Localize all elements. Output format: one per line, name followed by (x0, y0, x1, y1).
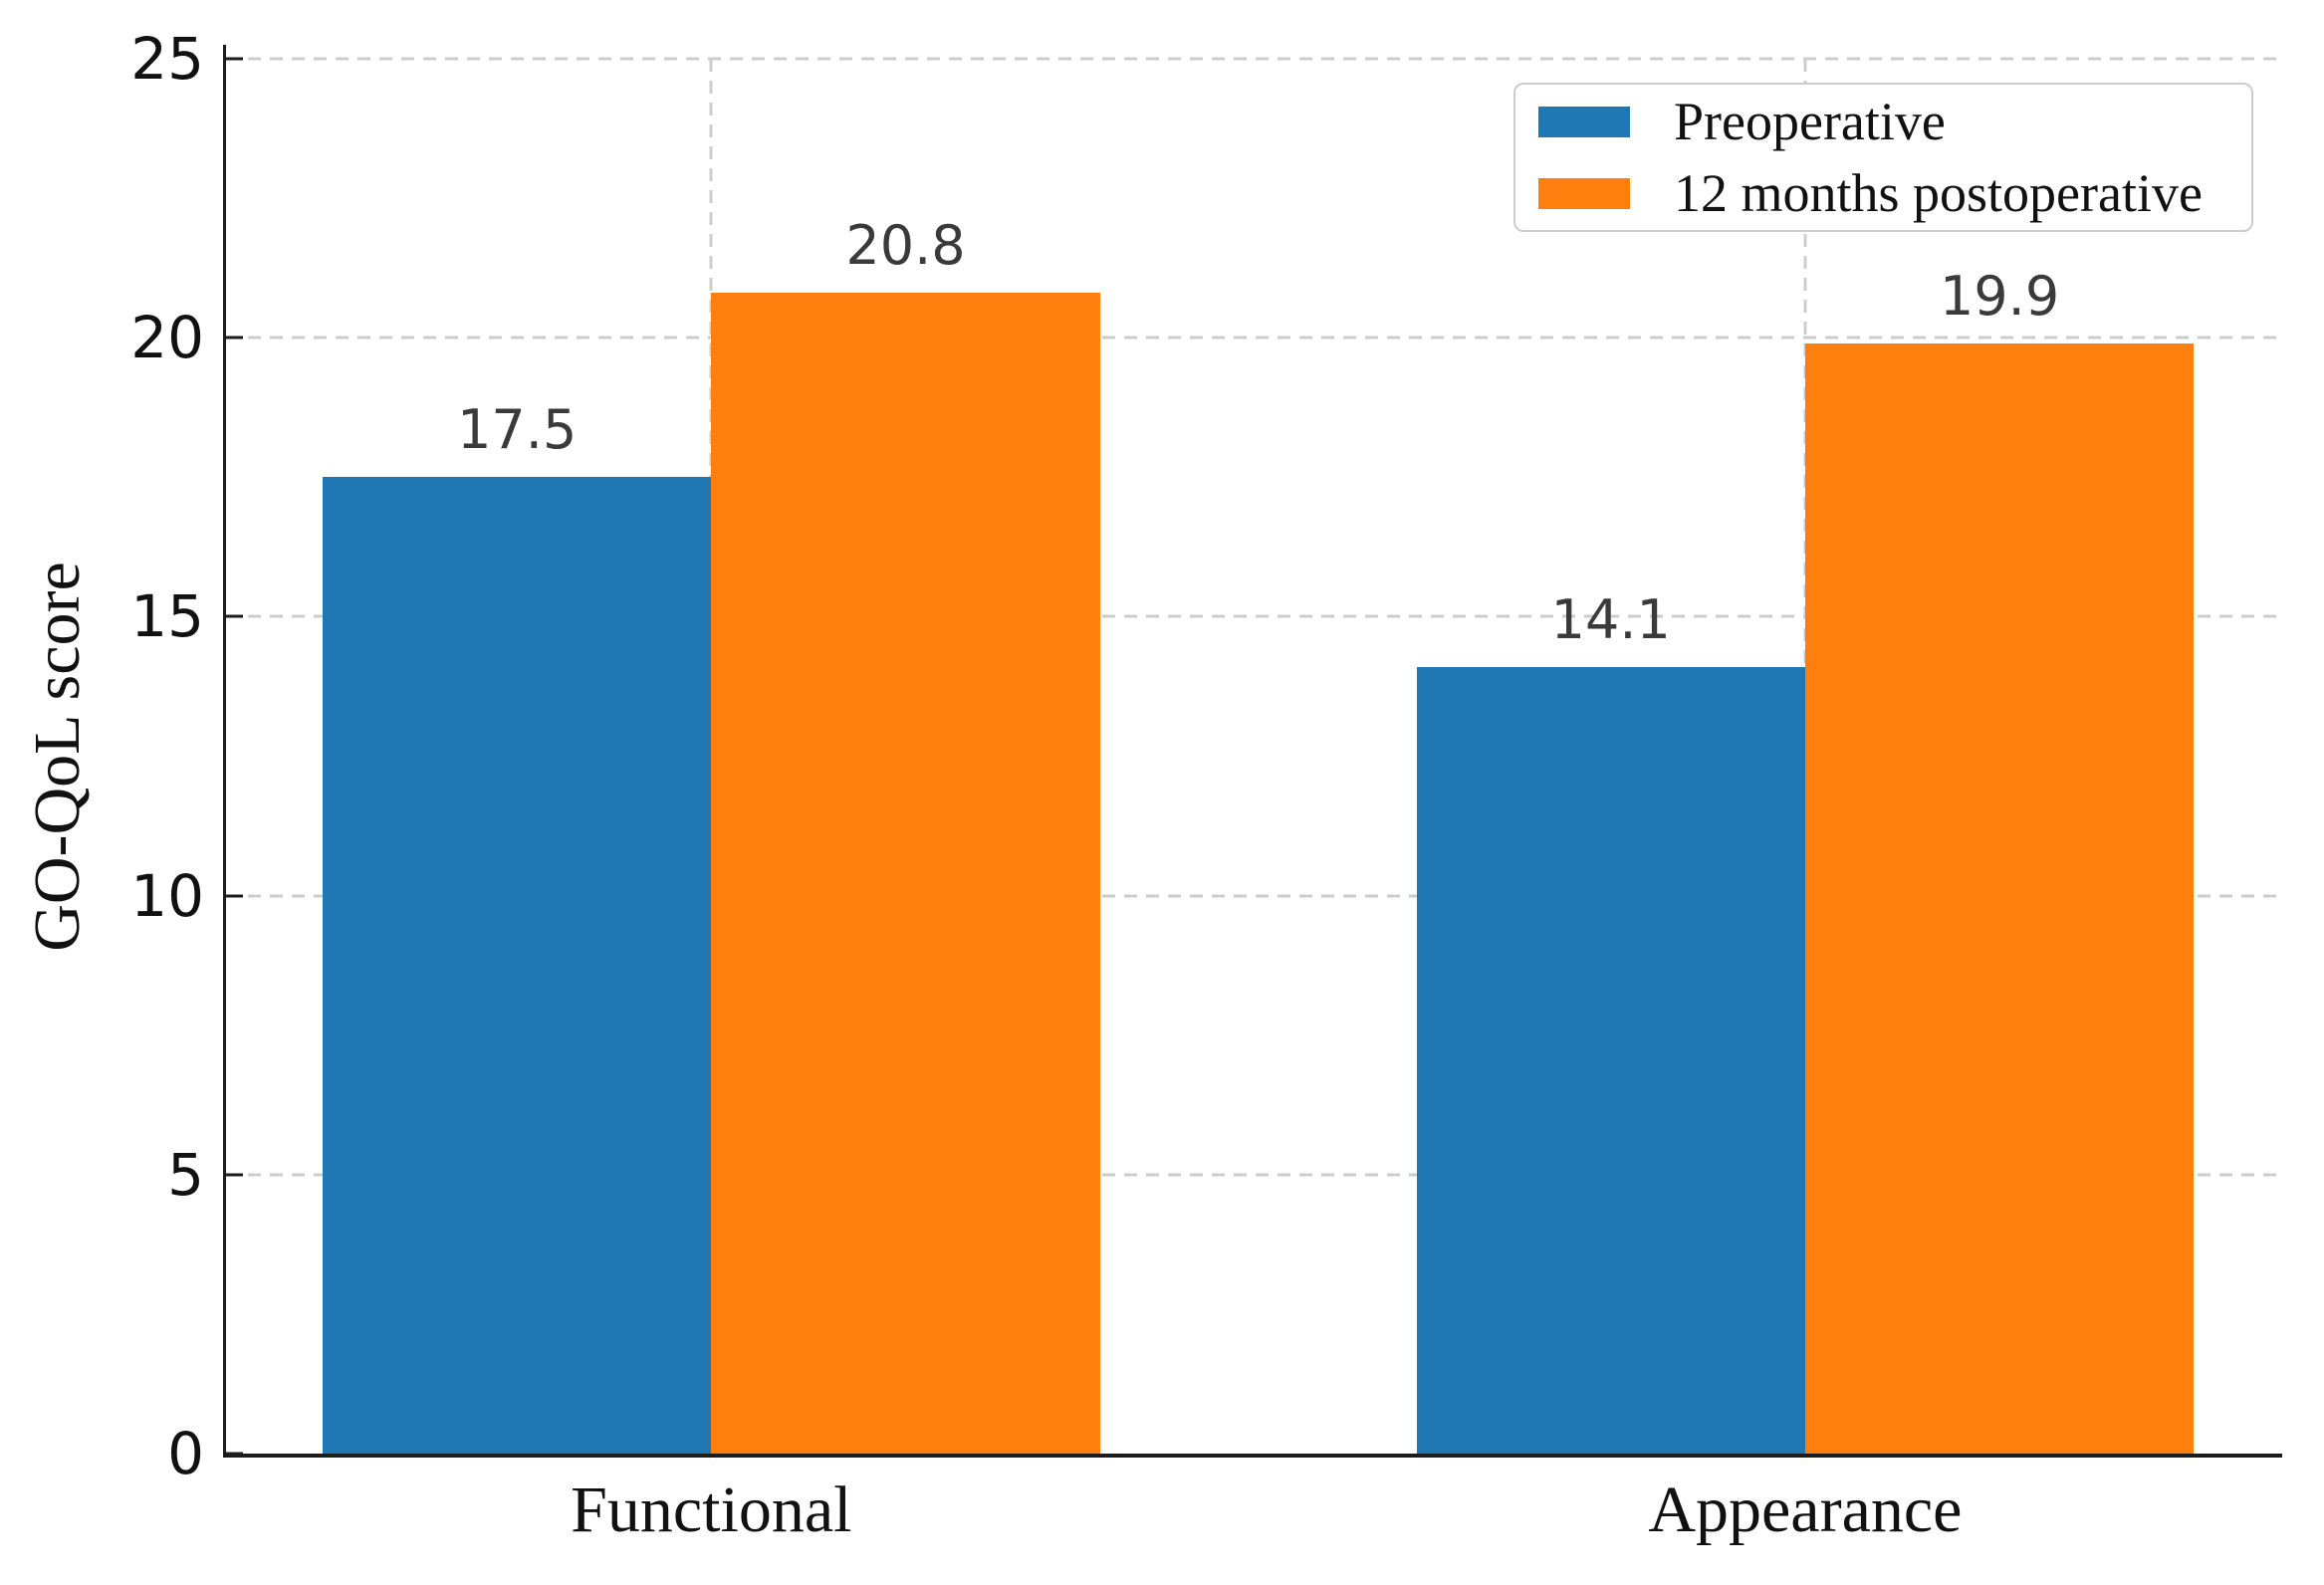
bar-preoperative-appearance (1416, 666, 1805, 1454)
bar-value-label: 20.8 (845, 214, 966, 278)
x-tick-label-functional: Functional (571, 1473, 852, 1546)
x-axis-spine (223, 1454, 2282, 1458)
y-tick-mark (226, 1173, 243, 1177)
bar-value-label: 14.1 (1550, 587, 1671, 651)
y-tick-label: 0 (167, 1420, 204, 1487)
bar-postoperative-functional (711, 293, 1100, 1454)
legend-swatch-preoperative (1538, 106, 1630, 137)
bar-value-label: 19.9 (1939, 264, 2060, 328)
x-tick-label-appearance: Appearance (1648, 1473, 1963, 1546)
bar-postoperative-appearance (1804, 342, 2195, 1454)
legend-swatch-postoperative (1538, 177, 1630, 209)
legend-item-preoperative: Preoperative (1538, 95, 2251, 148)
y-axis-label: GO-QoL score (21, 562, 94, 952)
y-tick-label: 15 (130, 582, 204, 651)
y-tick-label: 25 (130, 25, 204, 93)
y-tick-mark (226, 336, 243, 340)
legend-label-postoperative: 12 months postoperative (1674, 163, 2203, 223)
gridline-horizontal (226, 1173, 2282, 1177)
legend: Preoperative 12 months postoperative (1513, 83, 2253, 232)
legend-label-preoperative: Preoperative (1674, 92, 1946, 151)
bar-preoperative-functional (323, 477, 712, 1454)
y-tick-mark (226, 614, 243, 618)
y-tick-label: 5 (167, 1140, 204, 1209)
y-tick-label: 20 (130, 304, 204, 372)
y-tick-mark (226, 894, 243, 898)
gridline-horizontal (226, 894, 2282, 898)
gridline-horizontal (226, 614, 2282, 618)
legend-item-postoperative: 12 months postoperative (1538, 166, 2251, 220)
y-tick-mark (226, 1452, 243, 1456)
bar-value-label: 17.5 (457, 398, 578, 462)
y-tick-label: 10 (130, 861, 204, 930)
y-tick-mark (226, 57, 243, 61)
gridline-horizontal (226, 57, 2282, 61)
plot-area: 0 5 10 15 20 25 17.5 20.8 14.1 19.9 Func… (130, 30, 2282, 1543)
gridline-horizontal (226, 336, 2282, 340)
y-axis-spine (223, 45, 226, 1458)
